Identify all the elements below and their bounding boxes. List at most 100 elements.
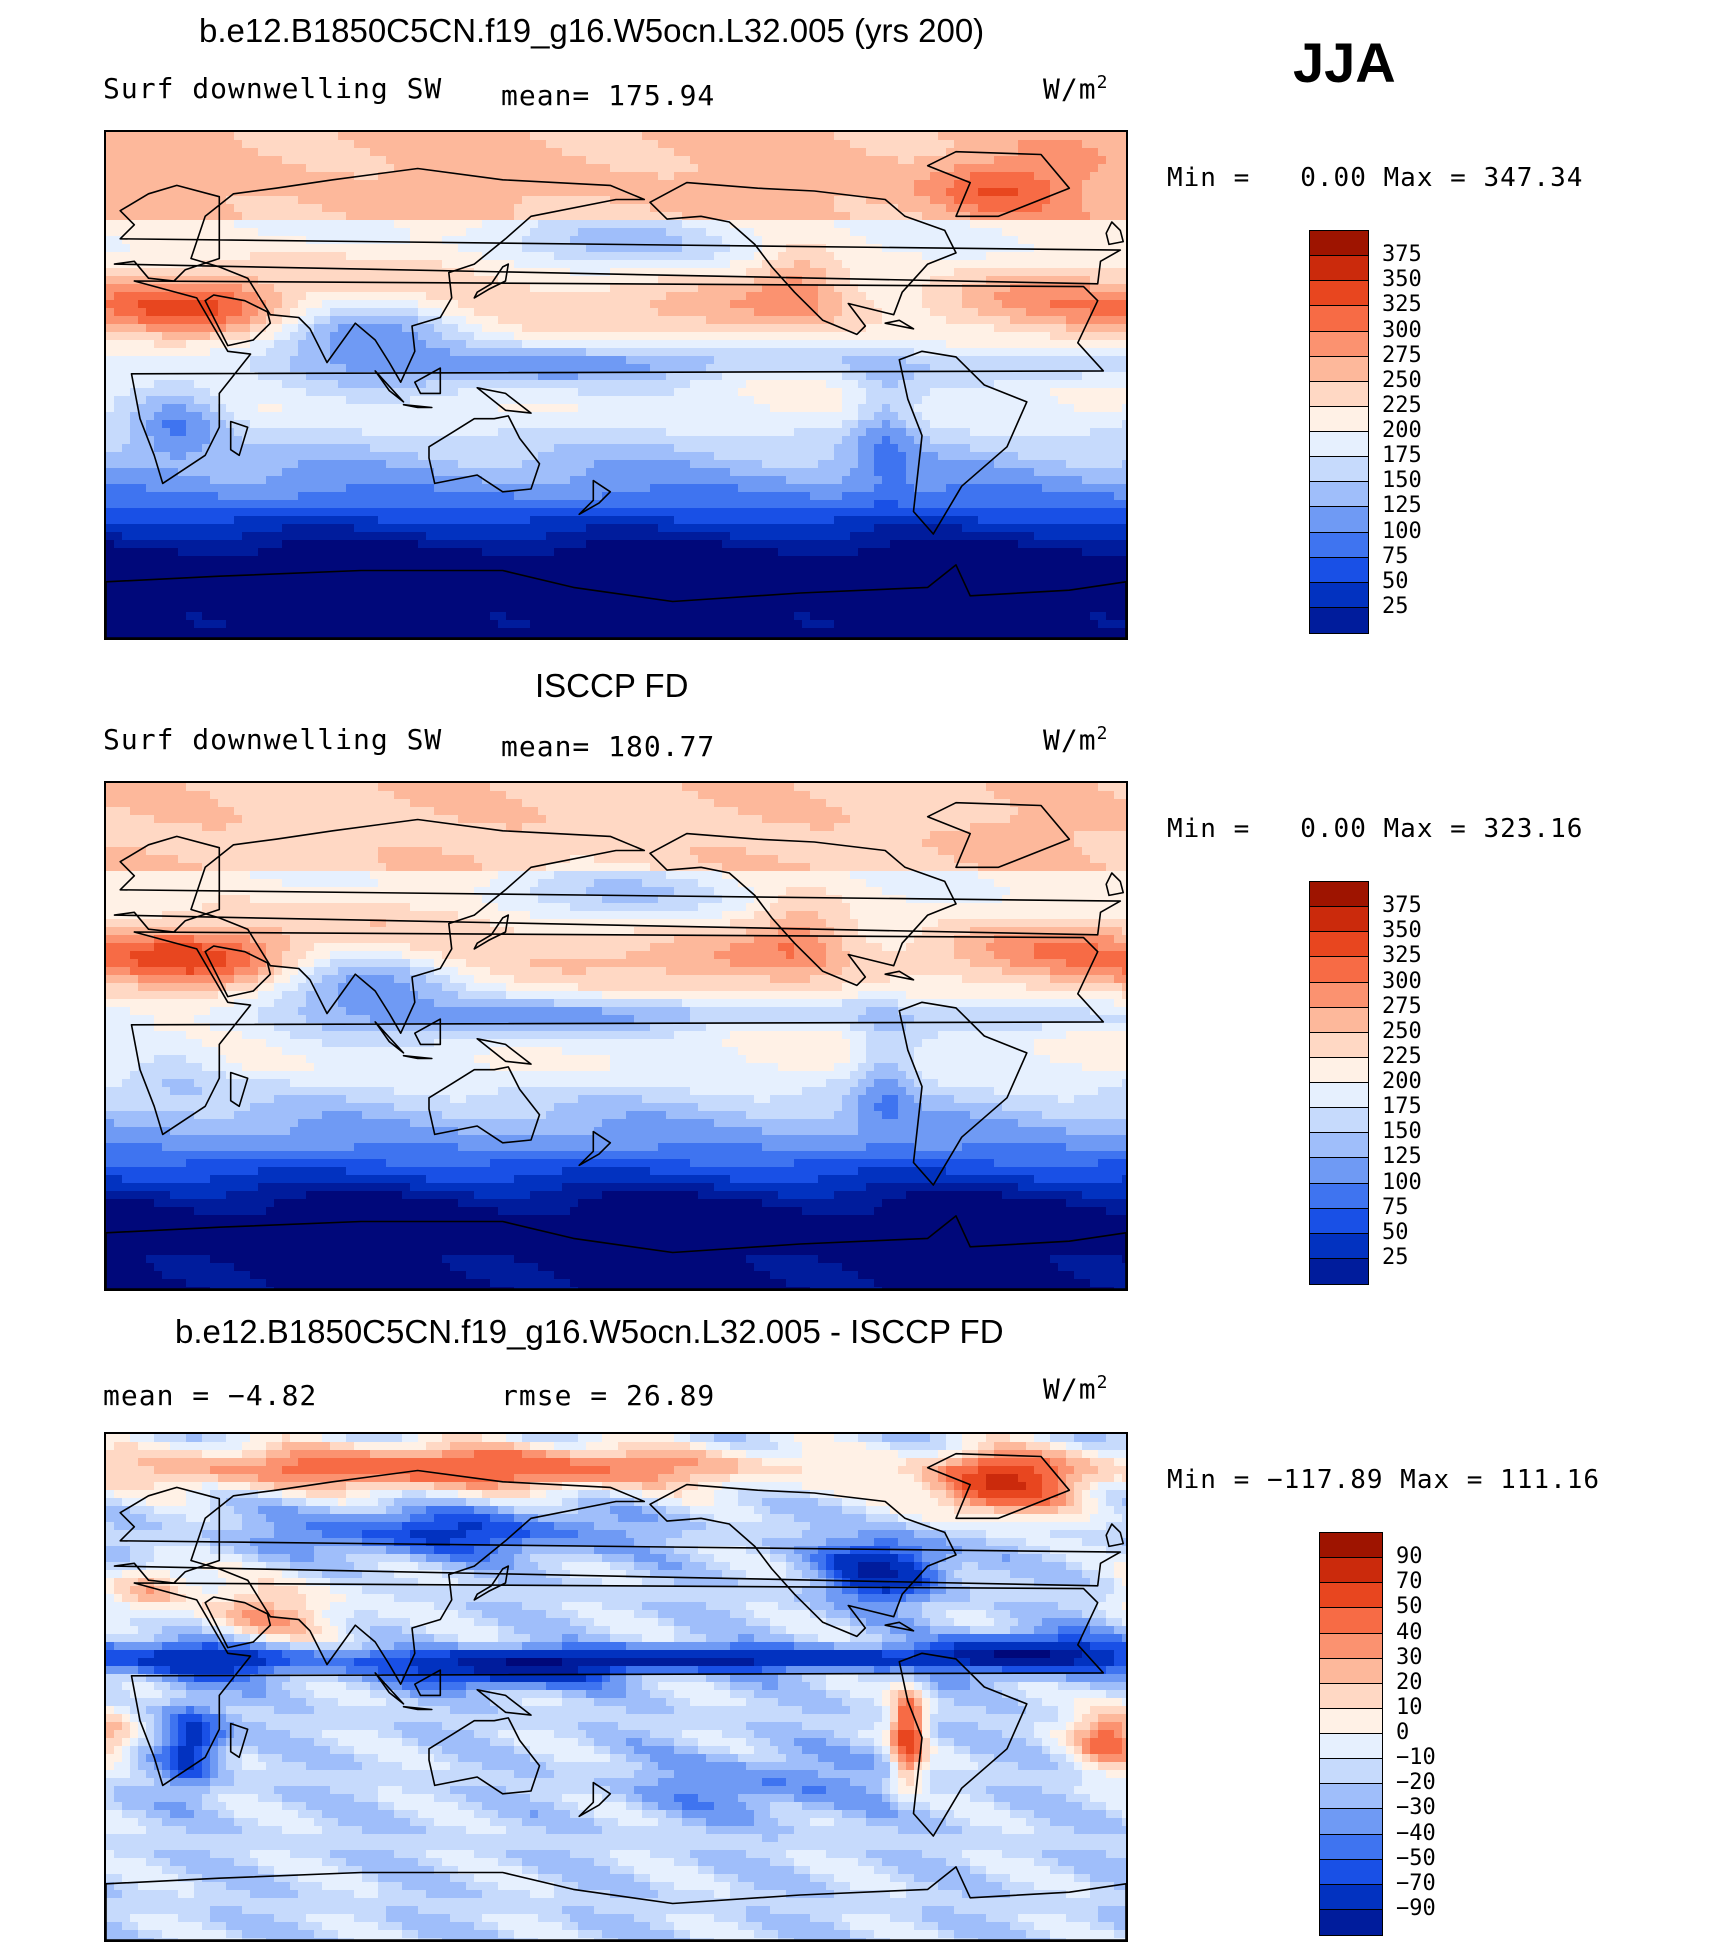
- panel-3-rmse: rmse = 26.89: [501, 1379, 715, 1412]
- coastline: [898, 350, 1028, 535]
- colorbar-tick-label: 70: [1396, 1571, 1423, 1593]
- colorbar-tick-label: 350: [1382, 920, 1422, 942]
- colorbar-tick-label: 200: [1382, 420, 1422, 442]
- colorbar-box: [1320, 1734, 1382, 1760]
- panel-3-map: [104, 1432, 1128, 1942]
- panel-1-variable: Surf downwelling SW: [103, 72, 442, 105]
- colorbar-tick-label: −70: [1396, 1872, 1436, 1895]
- coastline: [473, 263, 510, 299]
- colorbar-tick-label: 225: [1382, 1045, 1422, 1068]
- colorbar-box: [1310, 932, 1368, 958]
- coastline: [649, 832, 957, 987]
- coastline: [428, 1066, 541, 1144]
- coastline: [649, 1483, 957, 1638]
- coastline: [113, 835, 1122, 936]
- colorbar-tick-label: 90: [1396, 1546, 1423, 1568]
- coastline: [926, 1452, 1071, 1520]
- coastline: [413, 1018, 442, 1046]
- colorbar-tick-label: 100: [1382, 520, 1422, 543]
- coastline: [106, 564, 1126, 638]
- coastline: [884, 319, 915, 330]
- colorbar-box: [1320, 1909, 1382, 1935]
- colorbar-box: [1320, 1633, 1382, 1659]
- coastline: [402, 403, 433, 409]
- colorbar-box: [1310, 406, 1368, 432]
- colorbar-box: [1320, 1784, 1382, 1810]
- colorbar-tick-label: 150: [1382, 1121, 1422, 1143]
- colorbar-tick-label: 300: [1382, 319, 1422, 342]
- colorbar-tick-label: 250: [1382, 369, 1422, 392]
- colorbar-box: [1310, 1233, 1368, 1259]
- colorbar-tick-label: 275: [1382, 344, 1422, 367]
- colorbar-tick-label: −90: [1396, 1897, 1436, 1920]
- panel-2-title: ISCCP FD: [535, 667, 688, 705]
- coastline: [374, 370, 405, 403]
- coastline: [374, 1021, 405, 1054]
- colorbar-box: [1310, 1208, 1368, 1234]
- coastline: [649, 181, 957, 336]
- colorbar-tick-label: 250: [1382, 1020, 1422, 1043]
- coastline: [884, 1621, 915, 1632]
- colorbar-box: [1310, 1183, 1368, 1209]
- coastline: [473, 914, 510, 950]
- coastline: [402, 1054, 433, 1060]
- panel-1-colorbar: [1309, 230, 1369, 634]
- colorbar-tick-label: 325: [1382, 294, 1422, 316]
- coastline: [204, 294, 272, 347]
- panel-1-map: [104, 130, 1128, 640]
- coastline: [413, 367, 442, 395]
- colorbar-box: [1310, 982, 1368, 1008]
- colorbar-box: [1310, 557, 1368, 583]
- colorbar-tick-label: −50: [1396, 1847, 1436, 1870]
- colorbar-tick-label: −40: [1396, 1822, 1436, 1845]
- colorbar-tick-label: 25: [1382, 595, 1409, 618]
- colorbar-box: [1320, 1884, 1382, 1910]
- coastline: [578, 1781, 612, 1818]
- season-label: JJA: [1293, 30, 1396, 95]
- colorbar-box: [1310, 432, 1368, 458]
- colorbar-tick-label: 20: [1396, 1671, 1423, 1694]
- coastline: [374, 1672, 405, 1705]
- colorbar-box: [1320, 1834, 1382, 1860]
- coastline: [190, 818, 646, 1034]
- colorbar-tick-label: 30: [1396, 1646, 1423, 1669]
- coastline: [898, 1001, 1028, 1186]
- colorbar-tick-label: 200: [1382, 1071, 1422, 1093]
- colorbar-box: [1310, 1158, 1368, 1184]
- colorbar-box: [1320, 1708, 1382, 1734]
- colorbar-tick-label: 75: [1382, 1196, 1409, 1219]
- panel-3-title: b.e12.B1850C5CN.f19_g16.W5ocn.L32.005 - …: [175, 1313, 1004, 1351]
- colorbar-box: [1310, 381, 1368, 407]
- colorbar-tick-label: −30: [1396, 1797, 1436, 1819]
- colorbar-tick-label: 175: [1382, 1096, 1422, 1118]
- colorbar-box: [1320, 1859, 1382, 1885]
- coastline: [428, 415, 541, 493]
- panel-3-mean: mean = −4.82: [103, 1379, 317, 1412]
- colorbar-tick-label: 0: [1396, 1722, 1409, 1744]
- colorbar-tick-label: 325: [1382, 945, 1422, 967]
- colorbar-box: [1310, 1258, 1368, 1284]
- colorbar-tick-label: 100: [1382, 1171, 1422, 1194]
- colorbar-tick-label: 375: [1382, 895, 1422, 917]
- panel-1-title: b.e12.B1850C5CN.f19_g16.W5ocn.L32.005 (y…: [199, 12, 984, 50]
- coastline: [476, 1038, 532, 1065]
- coastline: [130, 1582, 1105, 1787]
- colorbar-box: [1310, 607, 1368, 633]
- coastline: [476, 1689, 532, 1716]
- panel-2-variable: Surf downwelling SW: [103, 723, 442, 756]
- colorbar-tick-label: 75: [1382, 545, 1409, 568]
- colorbar-box: [1310, 306, 1368, 332]
- colorbar-tick-label: 375: [1382, 244, 1422, 266]
- panel-1-field: [106, 132, 1126, 638]
- colorbar-box: [1320, 1533, 1382, 1559]
- panel-1-mean: mean= 175.94: [501, 79, 715, 112]
- colorbar-box: [1310, 457, 1368, 483]
- colorbar-box: [1310, 1133, 1368, 1159]
- colorbar-box: [1310, 957, 1368, 983]
- colorbar-box: [1310, 1032, 1368, 1058]
- panel-1-units: W/m2: [1043, 72, 1108, 105]
- colorbar-box: [1310, 281, 1368, 307]
- coastline: [190, 1469, 646, 1685]
- coastline: [204, 1596, 272, 1649]
- panel-3-minmax: Min = −117.89 Max = 111.16: [1167, 1465, 1600, 1495]
